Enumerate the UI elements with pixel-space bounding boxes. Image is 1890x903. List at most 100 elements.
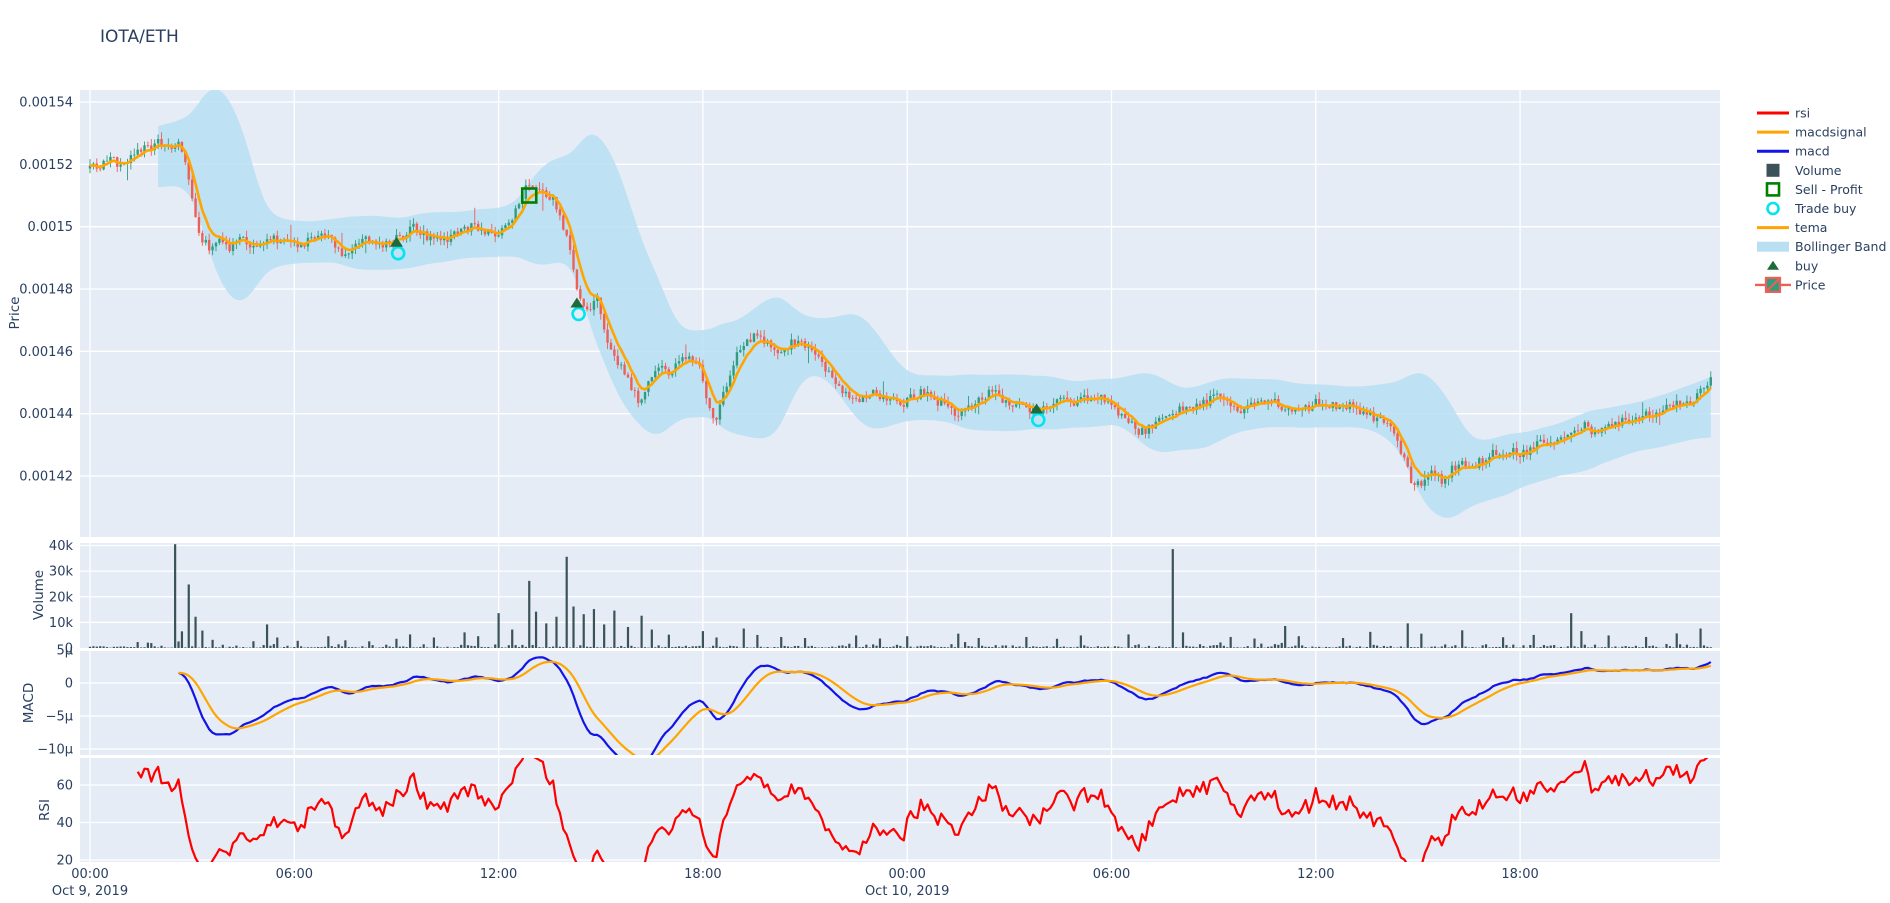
volume-bar [1658,647,1661,648]
volume-bar [987,646,991,648]
rsi-tick-label: 20 [56,854,73,869]
volume-bar [1127,634,1130,648]
candle-body [950,406,953,408]
volume-bar [1045,646,1048,648]
legend-item-buy[interactable]: buy [1767,258,1819,273]
legend-item-price[interactable]: Price [1755,276,1826,293]
volume-bar [1498,646,1501,648]
legend-item-bollinger-band[interactable]: Bollinger Band [1757,239,1886,254]
legend-item-macd[interactable]: macd [1757,144,1830,159]
candle-body [909,394,912,398]
candle-body [1059,397,1062,400]
legend-item-volume[interactable]: Volume [1766,163,1842,178]
sell-profit-marker[interactable] [520,187,538,204]
legend-item-rsi[interactable]: rsi [1757,106,1810,121]
candle-body [664,365,667,370]
volume-bar [1624,646,1627,648]
buy-marker[interactable] [389,236,403,247]
volume-bar [1243,647,1246,648]
volume-bar [197,647,201,648]
volume-bar [950,644,953,648]
volume-bar [381,647,384,648]
volume-bar [282,647,286,648]
volume-bar [436,646,439,648]
candle-body [582,298,585,307]
volume-bar [1512,644,1515,648]
x-tick-date-label: Oct 9, 2019 [52,884,128,899]
volume-bar [1467,647,1471,648]
volume-bar [1222,645,1225,648]
candle-body [1661,410,1665,413]
candle-body [1365,411,1369,415]
trade-buy-marker[interactable] [1030,412,1046,428]
volume-bar [1304,647,1307,648]
candle-body [1202,399,1205,407]
volume-bar [354,647,357,648]
volume-bar [1457,647,1460,648]
volume-bar [378,647,381,648]
volume-bar [838,645,841,648]
volume-bar [1117,646,1120,648]
volume-bar [1399,646,1403,648]
candle-body [807,346,810,348]
volume-bar [1474,647,1477,648]
trade-buy-marker[interactable] [571,306,586,322]
candle-body [1420,481,1423,486]
volume-bar [1263,647,1266,648]
candle-body [579,289,582,299]
candle-body [681,357,684,362]
chart-title: IOTA/ETH [100,27,179,47]
volume-bar [1549,645,1552,648]
candle-body [797,340,800,346]
volume-bar [953,647,956,648]
volume-bar [460,644,463,648]
volume-bar [528,580,531,648]
volume-bar [1321,647,1324,648]
buy-marker[interactable] [1030,403,1044,414]
legend-item-macdsignal[interactable]: macdsignal [1757,125,1867,140]
candle-body [463,226,466,229]
candle-body [742,345,745,351]
candle-body [136,149,139,155]
candle-body [453,231,456,235]
macd-tick-label: −5μ [46,710,73,725]
candle-body [1025,404,1028,408]
trade-buy-marker[interactable] [390,245,406,261]
volume-bar [456,647,459,648]
volume-bar [109,647,112,648]
volume-bar [1638,647,1641,648]
candle-body [606,329,609,343]
candle-body [1426,475,1430,480]
volume-bar [1198,644,1202,648]
legend-item-sell-profit[interactable]: Sell - Profit [1765,182,1863,197]
volume-bar [824,647,827,648]
volume-bar [803,638,807,648]
volume-bar [1553,645,1556,648]
buy-marker[interactable] [570,297,584,308]
volume-bar [1491,647,1494,648]
volume-bar [425,647,429,648]
volume-bar [943,647,946,648]
candle-body [470,223,473,232]
volume-panel[interactable] [80,543,1720,648]
candle-body [732,365,735,376]
candle-body [1443,478,1447,484]
candle-body [1072,401,1076,406]
candle-body [1185,406,1188,411]
volume-bar [1124,647,1127,648]
volume-bar [817,647,820,648]
candle-body [150,145,153,151]
candle-body [1386,422,1389,424]
volume-bar [1294,645,1297,648]
legend-item-tema[interactable]: tema [1757,220,1827,235]
candle-body [810,346,814,351]
legend-item-trade-buy[interactable]: Trade buy [1766,201,1858,216]
volume-bar [201,630,204,648]
volume-bar [551,646,555,648]
volume-bar [463,632,466,648]
candle-body [1396,433,1399,441]
candle-body [1195,403,1198,410]
rsi-panel[interactable] [80,758,1720,862]
candle-body [1369,412,1372,415]
candle-body [1617,421,1621,426]
